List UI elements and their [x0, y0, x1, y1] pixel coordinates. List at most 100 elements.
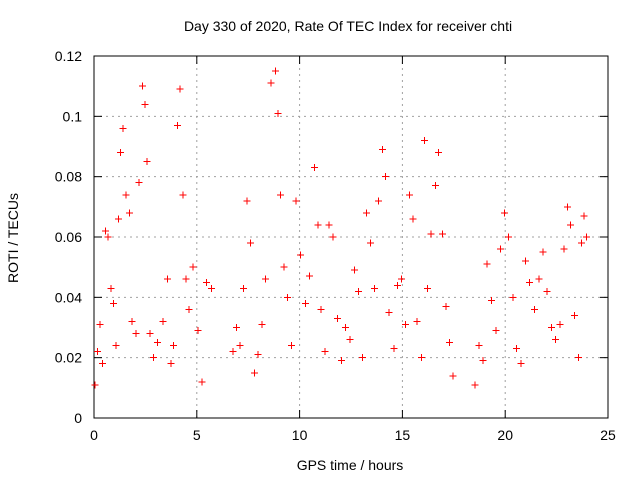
data-point: [393, 281, 401, 289]
data-point: [390, 345, 398, 353]
data-point: [236, 342, 244, 350]
data-point: [382, 173, 390, 181]
data-point: [243, 197, 251, 205]
data-point: [314, 221, 322, 229]
axis-layer: [93, 55, 609, 419]
data-point: [366, 239, 374, 247]
data-point: [305, 272, 313, 280]
data-point: [310, 164, 318, 172]
data-point: [96, 320, 104, 328]
data-point: [287, 342, 295, 350]
data-point: [254, 351, 262, 359]
y-tick-label: 0.04: [55, 289, 82, 305]
data-point: [417, 354, 425, 362]
data-point: [513, 345, 521, 353]
data-point: [247, 239, 255, 247]
data-point: [401, 320, 409, 328]
data-point: [483, 260, 491, 268]
data-point: [271, 67, 279, 75]
data-point: [492, 327, 500, 335]
data-point: [535, 275, 543, 283]
data-point: [107, 284, 115, 292]
data-point: [150, 354, 158, 362]
data-point: [169, 342, 177, 350]
data-point: [112, 342, 120, 350]
data-point: [350, 266, 358, 274]
data-point: [378, 146, 386, 154]
data-point: [194, 327, 202, 335]
data-point: [250, 369, 258, 377]
data-point: [421, 136, 429, 144]
data-point: [509, 293, 517, 301]
data-point: [475, 342, 483, 350]
x-tick-label: 10: [292, 427, 308, 443]
data-point: [277, 191, 285, 199]
data-point: [159, 317, 167, 325]
data-point: [359, 354, 367, 362]
data-point: [363, 209, 371, 217]
data-point: [267, 79, 275, 87]
data-point: [517, 360, 525, 368]
data-point: [274, 109, 282, 117]
data-point: [333, 314, 341, 322]
x-axis-label: GPS time / hours: [297, 457, 404, 473]
data-point: [329, 233, 337, 241]
data-point: [479, 357, 487, 365]
data-point: [409, 215, 417, 223]
data-point: [413, 317, 421, 325]
data-point: [189, 263, 197, 271]
data-point: [125, 209, 133, 217]
data-point: [556, 320, 564, 328]
x-tick-label: 0: [90, 427, 98, 443]
data-point: [578, 239, 586, 247]
data-point: [438, 230, 446, 238]
y-axis-label: ROTI / TECUs: [5, 193, 21, 283]
data-point: [101, 227, 109, 235]
data-point: [385, 308, 393, 316]
data-point: [488, 296, 496, 304]
data-point: [375, 197, 383, 205]
data-point: [141, 100, 149, 108]
data-point: [104, 233, 112, 241]
data-point: [122, 191, 130, 199]
points-layer: [91, 67, 591, 389]
data-point: [240, 284, 248, 292]
data-point: [292, 197, 300, 205]
data-point: [146, 330, 154, 338]
data-point: [580, 212, 588, 220]
data-point: [342, 324, 350, 331]
data-point: [258, 320, 266, 328]
data-point: [442, 302, 450, 310]
data-point: [203, 278, 211, 286]
data-point: [135, 179, 143, 187]
plot-frame: [93, 55, 609, 419]
data-point: [530, 305, 538, 313]
data-point: [262, 275, 270, 283]
data-point: [167, 360, 175, 368]
data-point: [583, 233, 591, 241]
data-point: [198, 378, 206, 386]
data-point: [317, 305, 325, 313]
data-point: [325, 221, 333, 229]
data-point: [94, 348, 102, 356]
data-point: [539, 248, 547, 256]
data-point: [543, 287, 551, 295]
data-point: [117, 149, 125, 157]
data-point: [398, 275, 406, 283]
data-point: [338, 357, 346, 365]
data-point: [132, 330, 140, 338]
data-point: [321, 348, 329, 356]
data-point: [208, 284, 216, 292]
data-point: [297, 251, 305, 259]
data-point: [354, 287, 362, 295]
data-point: [179, 191, 187, 199]
data-point: [283, 293, 291, 301]
data-point: [431, 182, 439, 190]
data-point: [567, 221, 575, 229]
data-point: [525, 278, 533, 286]
data-point: [173, 121, 181, 129]
data-point: [500, 209, 508, 217]
y-tick-label: 0.1: [63, 108, 83, 124]
